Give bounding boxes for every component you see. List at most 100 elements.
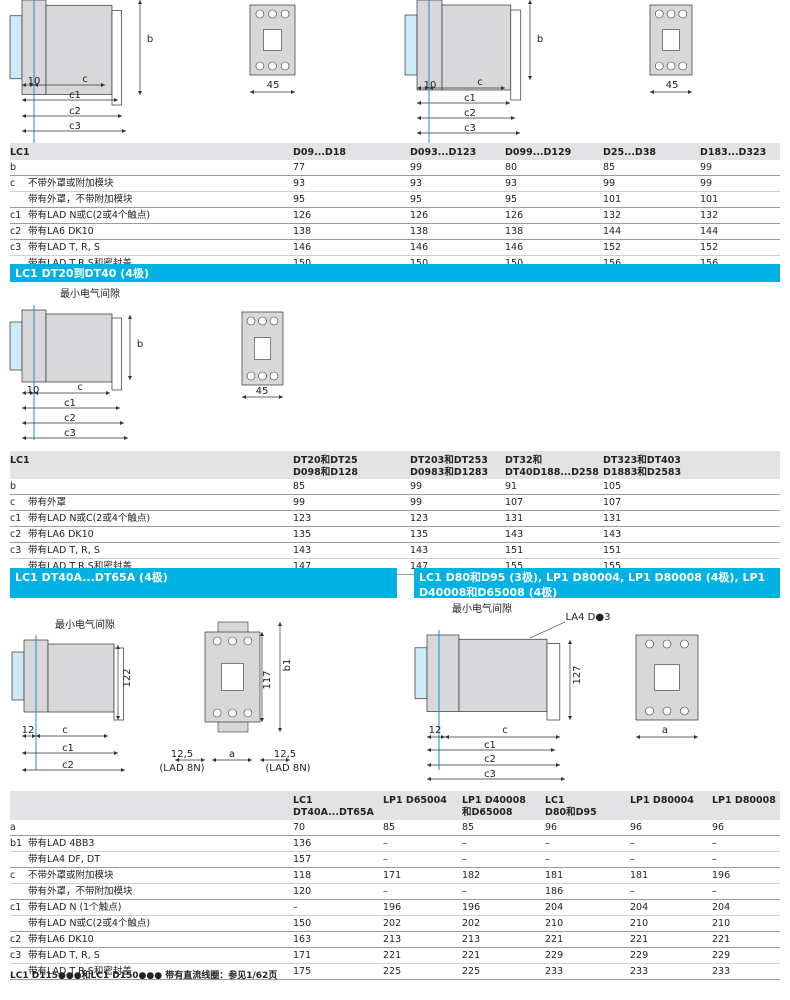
value-cell: 181 xyxy=(545,869,564,881)
contactor-body xyxy=(47,643,115,713)
dimension-label: 10 xyxy=(424,80,437,91)
row-description: 带有LA4 DF, DT xyxy=(28,853,101,865)
value-cell: 70 xyxy=(293,821,306,833)
dimension-label: c1 xyxy=(69,90,81,101)
value-cell: 233 xyxy=(630,965,649,977)
dimension-label: 127 xyxy=(572,665,583,684)
value-cell: 157 xyxy=(293,853,312,865)
dimension-label: 122 xyxy=(122,668,133,687)
dimension-code: c1 xyxy=(10,209,22,221)
value-cell: 210 xyxy=(545,917,564,929)
dimension-label: 12 xyxy=(22,725,35,736)
arrow xyxy=(417,86,429,90)
value-cell: 182 xyxy=(462,869,481,881)
dimension-label: c xyxy=(82,74,88,85)
value-cell: 196 xyxy=(712,869,731,881)
table-row: 带有外罩，不带附加模块 120 – – 186 – – xyxy=(10,884,780,900)
terminal-screw xyxy=(255,9,265,19)
value-cell: 150 xyxy=(505,257,524,269)
table-row: a 70 85 85 96 96 96 xyxy=(10,820,780,836)
contact-window xyxy=(263,29,282,51)
value-cell: 151 xyxy=(603,544,622,556)
value-cell: 150 xyxy=(293,917,312,929)
dimension-label: 45 xyxy=(256,386,269,397)
value-cell: – xyxy=(462,853,467,865)
column-header: LP1 D80004 xyxy=(630,795,694,806)
terminal-screw xyxy=(662,706,672,716)
value-cell: 118 xyxy=(293,869,312,881)
value-cell: 95 xyxy=(410,193,423,205)
terminal-screw xyxy=(269,371,279,381)
terminal-screw xyxy=(246,316,256,326)
value-cell: 146 xyxy=(505,241,524,253)
value-cell: 131 xyxy=(505,512,524,524)
value-cell: 107 xyxy=(505,496,524,508)
value-cell: 213 xyxy=(383,933,402,945)
value-cell: 144 xyxy=(603,225,622,237)
column-header: LP1 D65004 xyxy=(383,795,447,806)
value-cell: 147 xyxy=(410,560,429,572)
column-header: D099...D129 xyxy=(505,147,572,158)
value-cell: 225 xyxy=(462,965,481,977)
value-cell: 233 xyxy=(545,965,564,977)
value-cell: 143 xyxy=(603,528,622,540)
value-cell: 229 xyxy=(630,949,649,961)
terminal-screw xyxy=(680,639,689,649)
dimension-label: c3 xyxy=(69,121,81,132)
table-row: c 不带外罩或附加模块 93 93 93 99 99 xyxy=(10,176,780,192)
value-cell: 152 xyxy=(700,241,719,253)
dimension-label: 10 xyxy=(27,385,40,396)
value-cell: 101 xyxy=(603,193,622,205)
column-header: LP1 D40008 和D65008 xyxy=(462,795,526,818)
value-cell: 99 xyxy=(293,496,306,508)
dimension-label: c2 xyxy=(69,106,81,117)
value-cell: – xyxy=(630,885,635,897)
terminal-screw xyxy=(662,639,672,649)
table-lc1-dt-4pole: LC1 DT20和DT25 D098和D128 DT203和DT253 D0983和… xyxy=(10,451,780,575)
table-row: 带有LA4 DF, DT 157 – – – – – xyxy=(10,852,780,868)
value-cell: – xyxy=(462,837,467,849)
column-header: LC1 xyxy=(10,455,30,466)
value-cell: – xyxy=(712,885,717,897)
value-cell: 146 xyxy=(410,241,429,253)
value-cell: 99 xyxy=(603,177,616,189)
terminal-screw xyxy=(212,708,222,718)
terminal-screw xyxy=(678,9,688,19)
value-cell: – xyxy=(545,837,550,849)
dimension-label: 45 xyxy=(267,80,280,91)
section-title-dt20-dt40: LC1 DT20到DT40 (4极) xyxy=(10,264,780,282)
table-header: LC1 D09...D18 D093...D123 D099...D129 D25...… xyxy=(10,143,780,160)
value-cell: – xyxy=(383,837,388,849)
section-title-d80-d95: LC1 D80和D95 (3极), LP1 D80004, LP1 D80008… xyxy=(414,568,780,599)
dimension-label: c1 xyxy=(484,740,496,751)
row-description: 带有外罩，不带附加模块 xyxy=(28,193,133,205)
value-cell: 204 xyxy=(712,901,731,913)
dimension-label: c3 xyxy=(464,123,476,134)
value-cell: 126 xyxy=(505,209,524,221)
dimension-label: c xyxy=(502,725,508,736)
row-description: 带有LAD T,R,S和密封盖 xyxy=(28,965,132,977)
contactor-body xyxy=(45,4,113,95)
accessory-label: (LAD 8N) xyxy=(159,763,204,774)
dimension-code: b xyxy=(10,161,17,173)
arrow xyxy=(22,734,36,738)
table-row: c1 带有LAD N或C(2或4个触点) 123 123 131 131 xyxy=(10,511,780,527)
value-cell: 221 xyxy=(462,949,481,961)
table-row: c2 带有LA6 DK10 135 135 143 143 xyxy=(10,527,780,543)
dimension-label: c3 xyxy=(484,769,496,780)
value-cell: 99 xyxy=(700,161,713,173)
value-cell: 225 xyxy=(383,965,402,977)
contactor-front xyxy=(426,634,460,712)
dimension-code: c1 xyxy=(10,901,22,913)
value-cell: 138 xyxy=(410,225,429,237)
value-cell: 221 xyxy=(545,933,564,945)
table-header: LC1 DT40A...DT65A LP1 D65004 LP1 D40008 和D… xyxy=(10,791,780,820)
value-cell: 135 xyxy=(293,528,312,540)
value-cell: 96 xyxy=(630,821,643,833)
terminal-screw xyxy=(654,9,664,19)
dimension-label: c xyxy=(77,382,83,393)
value-cell: 213 xyxy=(462,933,481,945)
table-row: c3 带有LAD T, R, S 143 143 151 151 xyxy=(10,543,780,559)
terminal-screw xyxy=(228,708,237,718)
dimension-code: a xyxy=(10,821,16,833)
